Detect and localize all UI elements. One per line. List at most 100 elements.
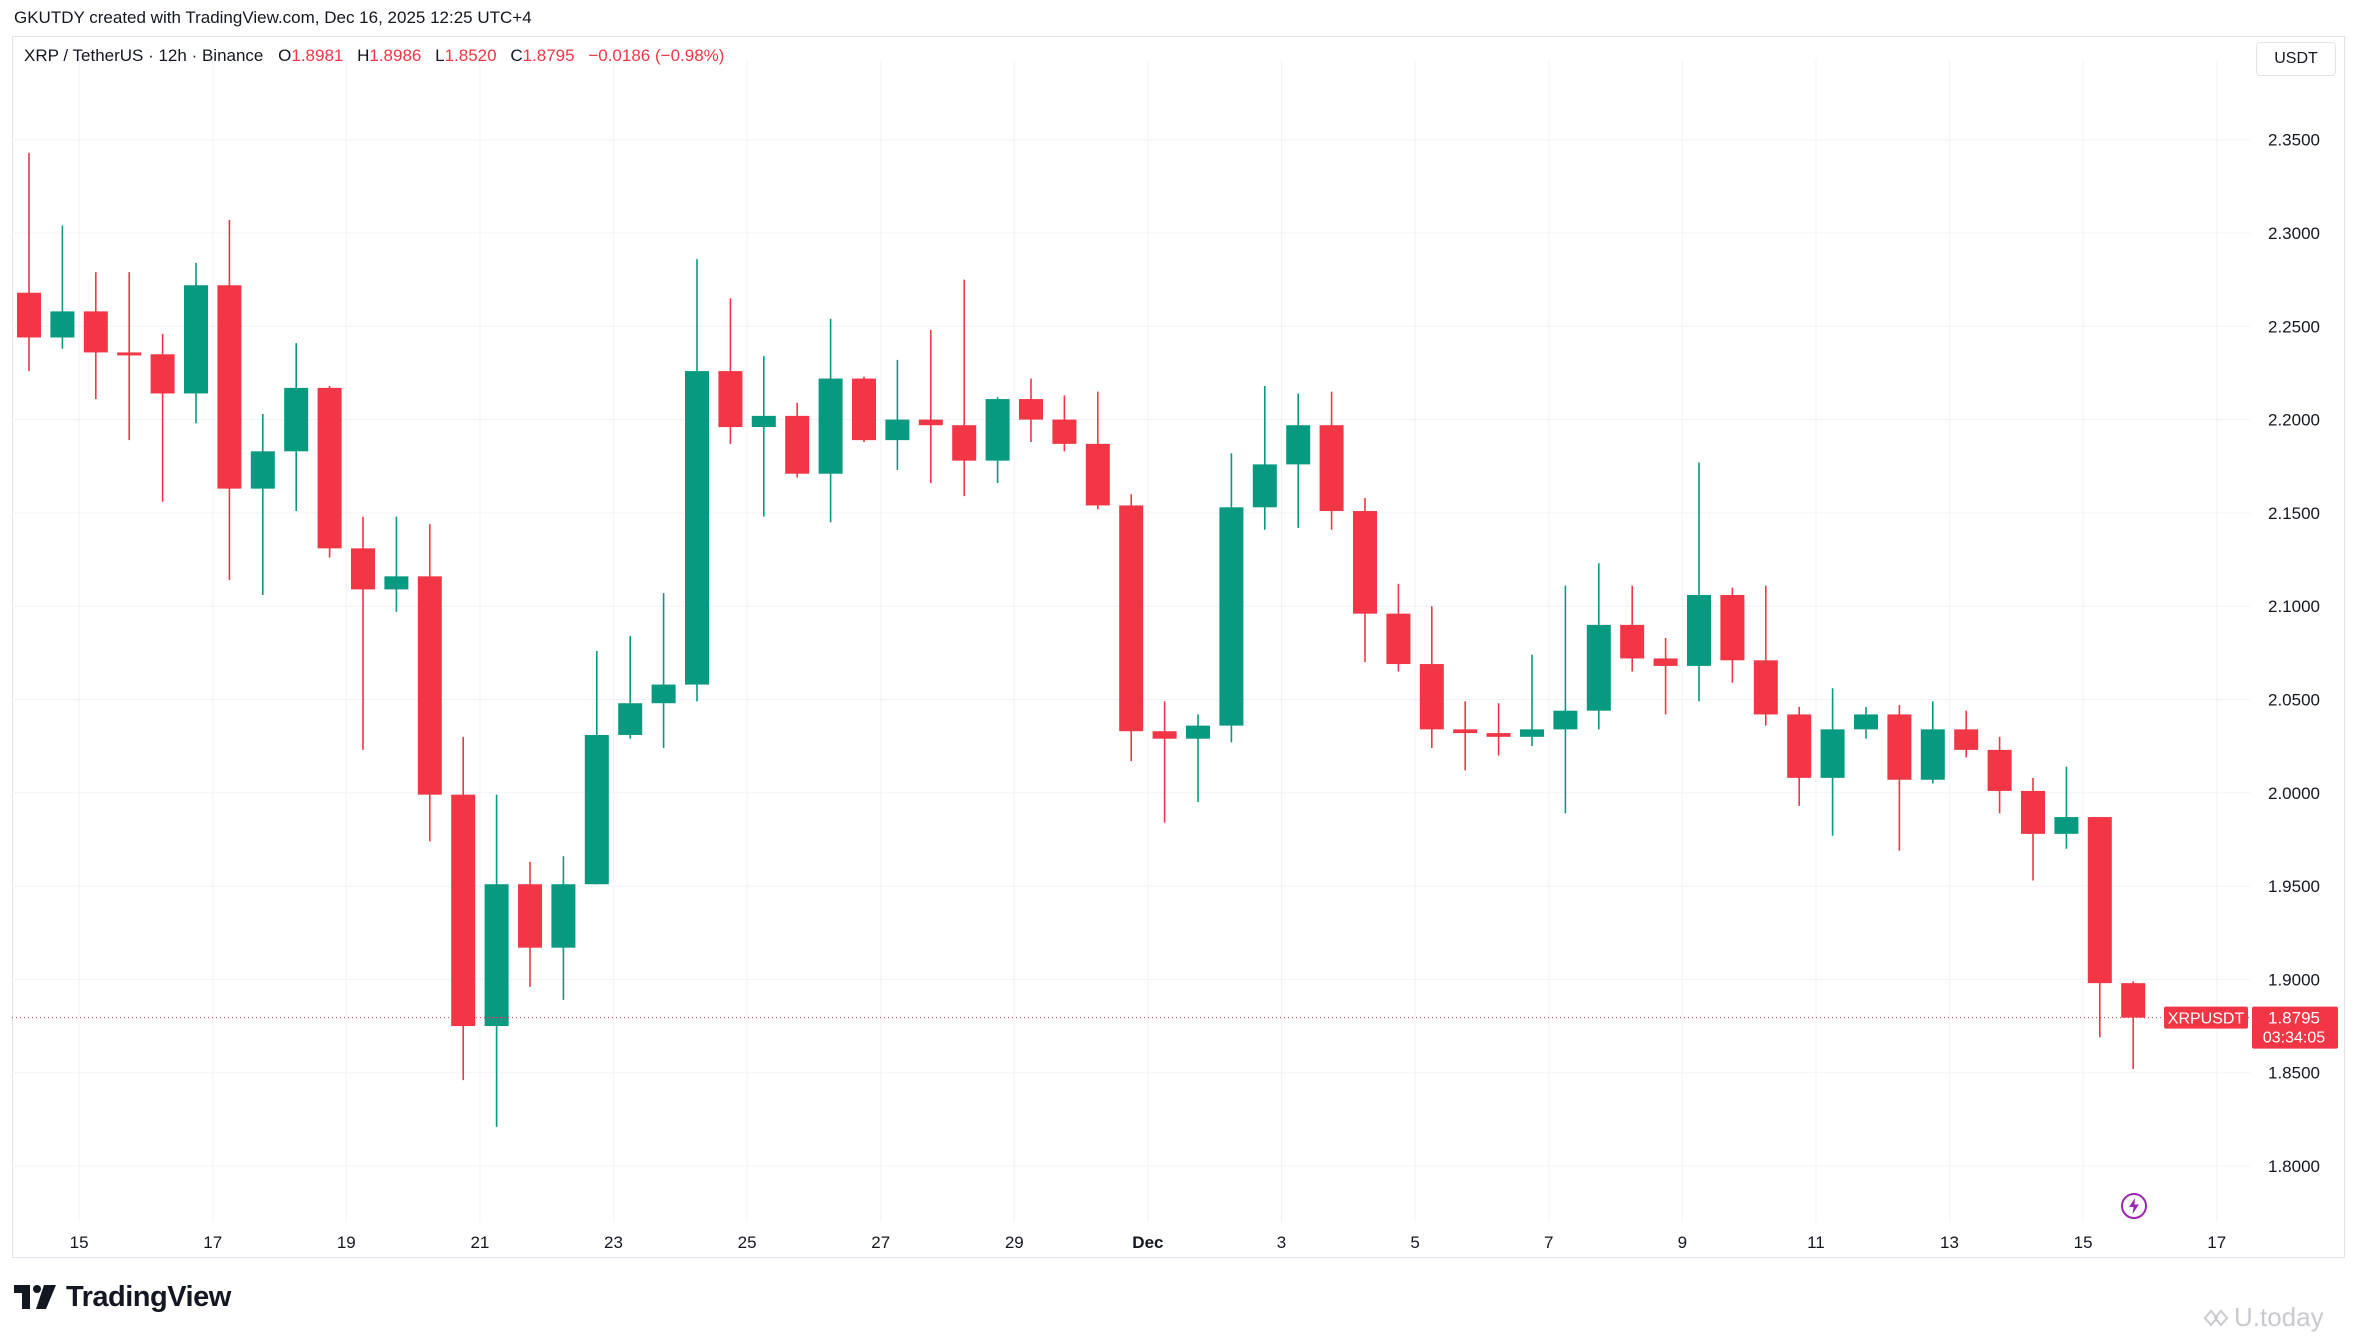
candle	[818, 318, 843, 523]
open-label: O	[278, 46, 292, 65]
y-tick-label: 2.1000	[2268, 597, 2320, 616]
candle	[1486, 703, 1511, 756]
candle	[952, 279, 977, 497]
x-tick-label: 25	[738, 1233, 757, 1252]
y-tick-label: 2.1500	[2268, 504, 2320, 523]
candle	[1386, 583, 1411, 672]
candle	[1920, 701, 1945, 784]
candle-body	[718, 371, 743, 428]
candle-body	[1820, 729, 1845, 778]
candle	[1553, 585, 1578, 814]
candle-body	[985, 399, 1010, 461]
candle	[1520, 654, 1544, 747]
y-tick-label: 2.2500	[2268, 317, 2320, 336]
lightning-bolt-icon[interactable]	[2120, 1192, 2148, 1220]
candle	[1753, 585, 1778, 726]
symbol-name[interactable]: XRP / TetherUS · 12h · Binance	[24, 46, 264, 65]
candle-body	[1286, 425, 1311, 465]
candle-body	[1787, 714, 1812, 778]
candle-body	[2054, 817, 2079, 834]
candle	[1586, 563, 1611, 730]
candle-body	[852, 378, 876, 441]
candle-body	[584, 734, 609, 885]
candle-body	[518, 884, 542, 948]
x-tick-label: 15	[70, 1233, 89, 1252]
candle	[317, 386, 342, 558]
candle	[718, 298, 743, 444]
candle	[384, 516, 409, 612]
candle-body	[83, 311, 108, 353]
candle-body	[1085, 443, 1110, 506]
candle-body	[1553, 710, 1578, 730]
symbol-tag-text: XRPUSDT	[2168, 1011, 2245, 1028]
candle	[618, 636, 643, 739]
candle	[484, 794, 509, 1127]
candle-body	[484, 884, 509, 1027]
low-label: L	[435, 46, 445, 65]
candle-body	[1119, 505, 1144, 732]
candle	[918, 330, 943, 484]
x-tick-label: 13	[1940, 1233, 1959, 1252]
candle	[2121, 981, 2146, 1069]
candle	[1453, 701, 1478, 771]
candle-body	[618, 703, 643, 735]
candle-body	[1219, 507, 1244, 726]
x-tick-label: 23	[604, 1233, 623, 1252]
candle-body	[1854, 714, 1878, 730]
candle-body	[1019, 399, 1043, 420]
candle	[1286, 393, 1311, 528]
close-label: C	[510, 46, 523, 65]
watermark: U.today	[2202, 1302, 2324, 1333]
candle-body	[885, 419, 910, 441]
currency-button[interactable]: USDT	[2256, 42, 2336, 76]
candle-body	[785, 415, 810, 474]
y-tick-label: 2.0000	[2268, 784, 2320, 803]
candle	[184, 262, 208, 424]
grid-lines	[12, 60, 2250, 1222]
candle	[1954, 710, 1979, 758]
candle-body	[384, 576, 409, 590]
x-tick-label: 29	[1005, 1233, 1024, 1252]
y-tick-label: 2.3500	[2268, 131, 2320, 150]
x-tick-label: 5	[1410, 1233, 1419, 1252]
watermark-text: U.today	[2234, 1302, 2324, 1332]
candle	[217, 219, 242, 581]
candle	[2054, 766, 2079, 849]
candle-body	[918, 419, 943, 426]
candle-body	[1887, 714, 1912, 780]
candle	[17, 152, 41, 372]
candle-body	[451, 794, 476, 1027]
change-value: −0.0186 (−0.98%)	[588, 46, 725, 65]
candle	[1653, 637, 1678, 715]
candle	[785, 402, 810, 478]
candle-body	[1152, 731, 1177, 739]
candle	[250, 414, 275, 596]
x-tick-label: 15	[2074, 1233, 2093, 1252]
candle	[1987, 736, 2012, 814]
candle-body	[1653, 658, 1678, 666]
candle-body	[818, 378, 843, 474]
candle-body	[2021, 790, 2045, 834]
candle	[1787, 706, 1812, 806]
candlestick-chart[interactable]: 2.3500 2.3000 2.2500 2.2000 2.1500 2.1000 2.05…	[0, 0, 2359, 1280]
y-tick-label: 1.9000	[2268, 970, 2320, 989]
candle-body	[1520, 729, 1544, 737]
candle	[1252, 386, 1277, 530]
candle-body	[1453, 729, 1478, 734]
candle	[584, 650, 609, 885]
candle	[1687, 462, 1711, 702]
candle	[1119, 494, 1144, 762]
candle-body	[417, 576, 442, 795]
x-tick-label: 9	[1678, 1233, 1687, 1252]
candle-body	[250, 451, 275, 489]
candle	[117, 272, 142, 441]
candle-body	[1252, 464, 1277, 508]
symbol-tag-bg	[2164, 1006, 2248, 1029]
x-tick-label: 19	[337, 1233, 356, 1252]
symbol-legend[interactable]: XRP / TetherUS · 12h · Binance O1.8981 H…	[24, 46, 724, 66]
x-tick-label: 21	[470, 1233, 489, 1252]
candle	[150, 333, 175, 502]
brand[interactable]: TradingView	[14, 1281, 231, 1314]
candle	[852, 376, 876, 442]
candle	[551, 856, 576, 1000]
